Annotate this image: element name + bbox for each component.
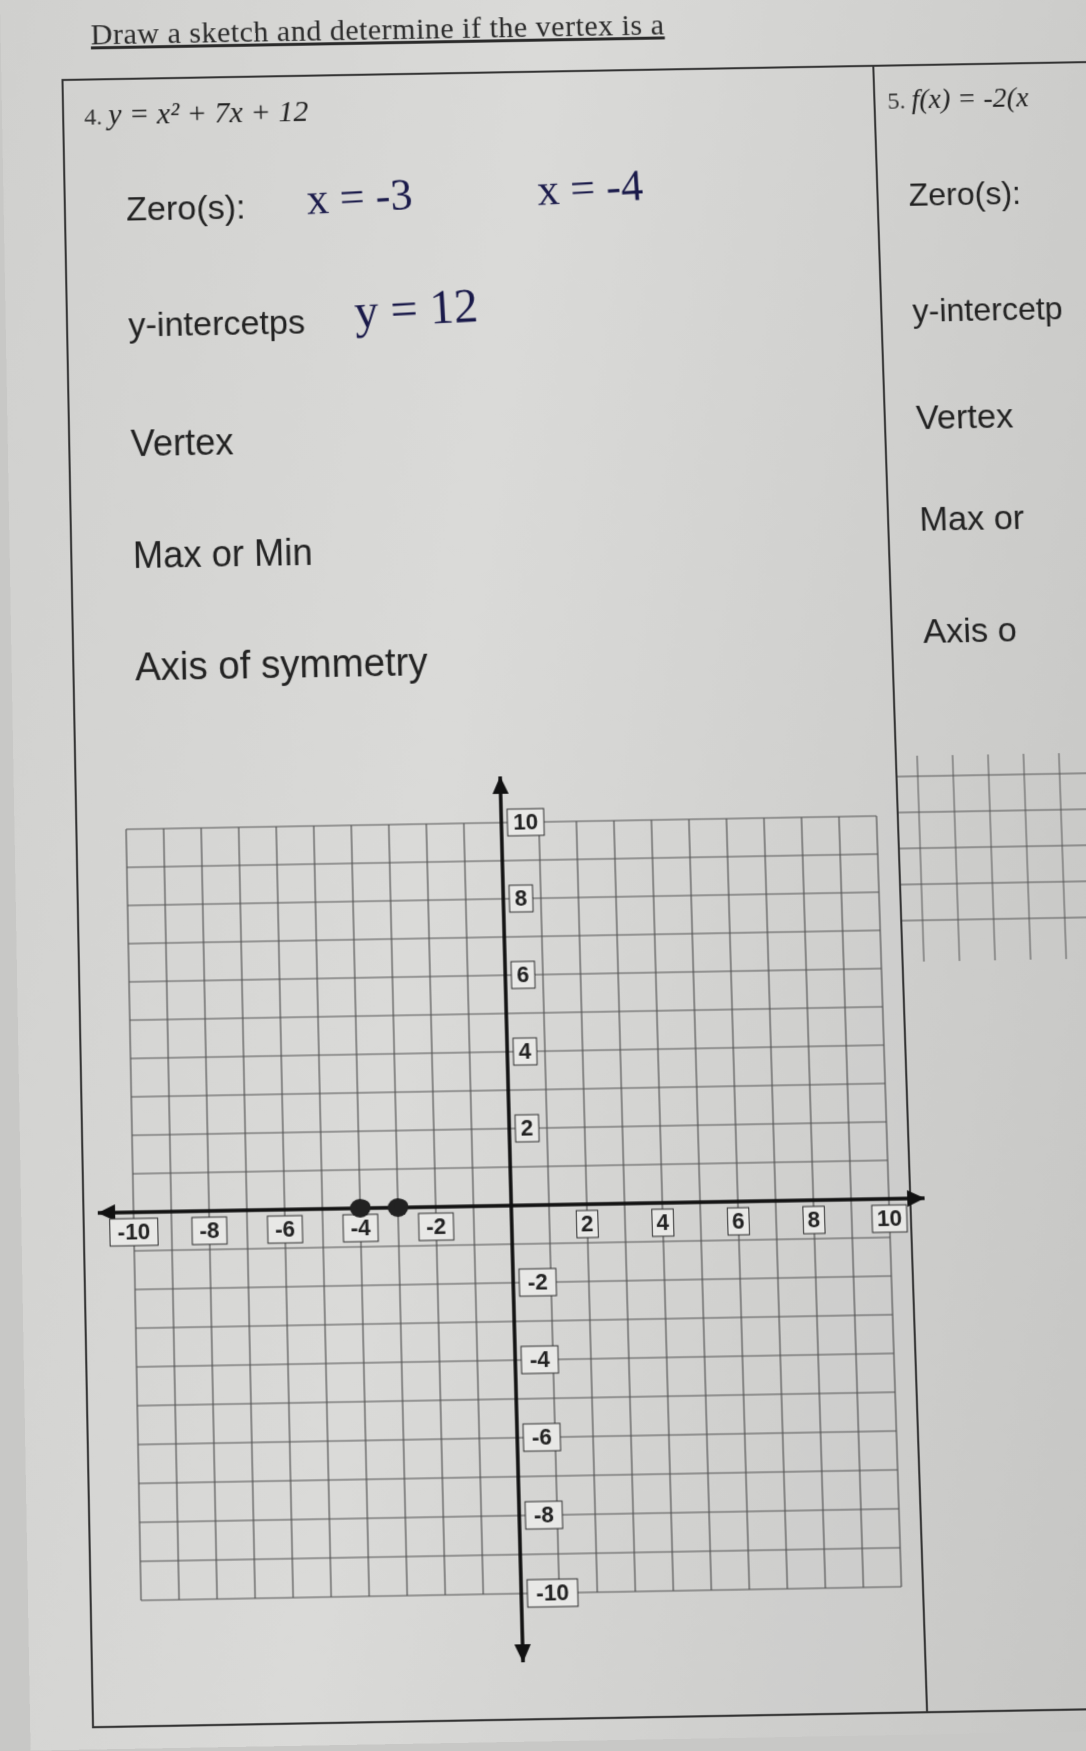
worksheet-page: Draw a sketch and determine if the verte… (0, 0, 1086, 1751)
coordinate-grid: -10 -8 -6 -4 -2 2 4 6 8 10 10 8 6 4 2 -2 -4 -6 -8 -10 (74, 754, 955, 1686)
svg-text:-10: -10 (536, 1579, 569, 1606)
vertex-label: Vertex (130, 421, 234, 465)
maxmin-label-5: Max or (919, 498, 1025, 540)
maxmin-label: Max or Min (132, 531, 313, 577)
svg-text:8: 8 (515, 885, 528, 911)
hand-zero-1: x = -3 (305, 168, 414, 225)
svg-text:-8: -8 (533, 1501, 554, 1528)
q4-equation: y = x² + 7x + 12 (108, 95, 309, 132)
hand-zero-2: x = -4 (536, 159, 645, 216)
yint-label: y-intercetps (128, 303, 306, 346)
svg-text:10: 10 (513, 809, 538, 835)
svg-text:2: 2 (520, 1115, 533, 1141)
svg-text:10: 10 (877, 1205, 903, 1232)
svg-text:-6: -6 (531, 1423, 552, 1450)
q5-equation: f(x) = -2(x (911, 82, 1029, 115)
svg-text:4: 4 (656, 1209, 670, 1235)
svg-text:6: 6 (732, 1208, 745, 1234)
axis-label-5: Axis o (922, 611, 1017, 652)
q5-num-text: 5. (887, 88, 906, 114)
svg-text:-4: -4 (350, 1214, 371, 1240)
svg-text:6: 6 (517, 961, 530, 987)
zeros-label-5: Zero(s): (908, 175, 1022, 214)
svg-text:-6: -6 (275, 1216, 296, 1242)
svg-text:-10: -10 (117, 1218, 150, 1245)
hand-yint: y = 12 (353, 278, 480, 340)
svg-text:-8: -8 (199, 1217, 220, 1243)
grid-svg: -10 -8 -6 -4 -2 2 4 6 8 10 10 8 6 4 2 -2 -4 -6 -8 -10 (74, 754, 955, 1686)
svg-text:4: 4 (518, 1038, 532, 1064)
q4-number: 4. y = x² + 7x + 12 (84, 95, 309, 133)
yint-label-5: y-intercetp (912, 290, 1063, 330)
svg-text:2: 2 (581, 1210, 594, 1236)
q4-num-text: 4. (84, 104, 103, 130)
vertex-label-5: Vertex (915, 397, 1013, 438)
axis-label: Axis of symmetry (135, 641, 429, 690)
instruction-text: Draw a sketch and determine if the verte… (90, 8, 665, 52)
svg-text:8: 8 (807, 1206, 820, 1232)
svg-text:-2: -2 (426, 1213, 447, 1239)
q5-number: 5. f(x) = -2(x (887, 82, 1029, 117)
svg-text:-4: -4 (529, 1346, 550, 1373)
svg-text:-2: -2 (527, 1269, 548, 1295)
zeros-label: Zero(s): (126, 188, 246, 229)
